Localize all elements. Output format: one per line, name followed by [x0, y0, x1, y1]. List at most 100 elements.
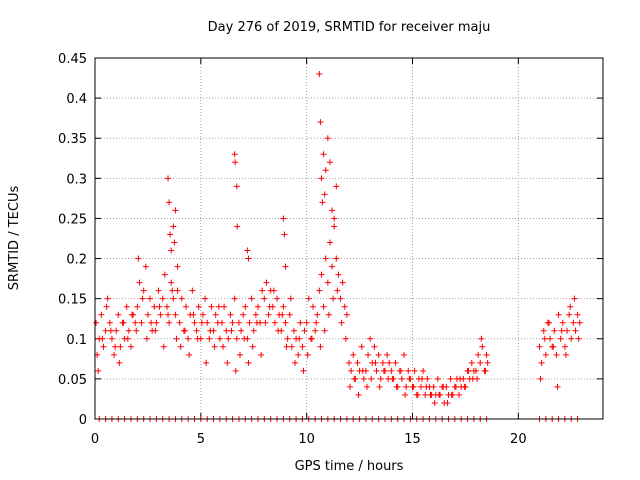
y-tick-label: 0.05 — [58, 373, 87, 388]
data-point — [440, 383, 447, 390]
data-point — [330, 295, 337, 302]
data-point — [322, 167, 329, 174]
data-point — [326, 239, 333, 246]
data-point — [342, 335, 349, 342]
data-point — [168, 247, 175, 254]
data-point — [274, 295, 281, 302]
data-point — [219, 319, 225, 326]
data-point — [241, 335, 248, 342]
data-point — [169, 287, 176, 294]
data-point — [140, 287, 147, 294]
data-point — [234, 223, 241, 230]
data-point — [287, 295, 294, 302]
data-point — [333, 255, 340, 262]
data-point — [300, 367, 307, 374]
data-point — [238, 327, 245, 334]
data-point — [282, 319, 289, 326]
data-point — [367, 335, 374, 342]
data-point — [570, 319, 577, 326]
data-point — [321, 327, 328, 334]
data-point — [153, 319, 160, 326]
data-point — [554, 383, 561, 390]
data-point — [537, 375, 544, 382]
data-point — [316, 71, 323, 78]
y-tick-label: 0.25 — [58, 212, 87, 227]
data-point — [282, 263, 289, 270]
data-point — [117, 343, 124, 350]
data-point — [296, 335, 303, 342]
y-tick-label: 0.1 — [66, 333, 87, 348]
data-point — [297, 319, 304, 326]
data-point — [190, 311, 197, 318]
data-point — [318, 271, 325, 278]
data-point — [375, 351, 382, 358]
data-point — [270, 287, 277, 294]
data-point — [170, 295, 177, 302]
data-point — [301, 327, 308, 334]
data-point — [478, 335, 485, 342]
data-point — [461, 383, 468, 390]
data-point — [280, 303, 287, 310]
data-point — [93, 319, 100, 326]
data-point — [139, 295, 146, 302]
data-point — [475, 351, 482, 358]
data-point — [452, 383, 459, 390]
data-point — [254, 303, 261, 310]
data-point — [202, 295, 209, 302]
data-point — [536, 343, 543, 350]
data-point — [181, 327, 188, 334]
data-point — [324, 279, 331, 286]
data-point — [236, 351, 243, 358]
data-point — [304, 351, 311, 358]
data-point — [104, 295, 111, 302]
data-point — [406, 375, 413, 382]
data-point — [161, 271, 168, 278]
data-point — [177, 343, 184, 350]
marks-layer — [93, 71, 583, 422]
data-point — [173, 335, 180, 342]
data-point — [134, 303, 141, 310]
data-point — [447, 375, 454, 382]
data-point — [465, 367, 472, 374]
chart-title: Day 276 of 2019, SRMTID for receiver maj… — [208, 20, 491, 35]
data-point — [232, 367, 239, 374]
data-point — [116, 359, 123, 366]
data-point — [555, 311, 562, 318]
data-point — [103, 303, 110, 310]
data-point — [194, 335, 201, 342]
data-point — [174, 263, 181, 270]
data-point — [265, 311, 272, 318]
data-point — [422, 391, 429, 398]
data-point — [178, 295, 185, 302]
data-point — [215, 303, 222, 310]
y-tick-label: 0.35 — [58, 132, 87, 147]
data-point — [290, 327, 297, 334]
data-point — [372, 359, 379, 366]
data-point — [283, 343, 290, 350]
data-point — [317, 119, 324, 126]
data-point — [112, 343, 119, 350]
grid-layer — [95, 58, 603, 419]
data-point — [98, 311, 105, 318]
data-point — [152, 327, 159, 334]
data-point — [380, 367, 387, 374]
data-point — [483, 351, 490, 358]
data-point — [135, 255, 142, 262]
x-tick-label: 20 — [510, 432, 527, 447]
data-point — [379, 359, 386, 366]
data-point — [314, 311, 321, 318]
data-point — [427, 391, 434, 398]
data-point — [564, 327, 571, 334]
data-point — [280, 215, 287, 222]
data-point — [575, 335, 582, 342]
data-point — [111, 351, 118, 358]
data-point — [275, 327, 282, 334]
data-point — [482, 367, 489, 374]
data-point — [335, 271, 342, 278]
data-point — [133, 327, 140, 334]
data-point — [225, 335, 232, 342]
x-tick-label: 10 — [298, 432, 315, 447]
data-point — [163, 303, 170, 310]
data-point — [319, 199, 326, 206]
